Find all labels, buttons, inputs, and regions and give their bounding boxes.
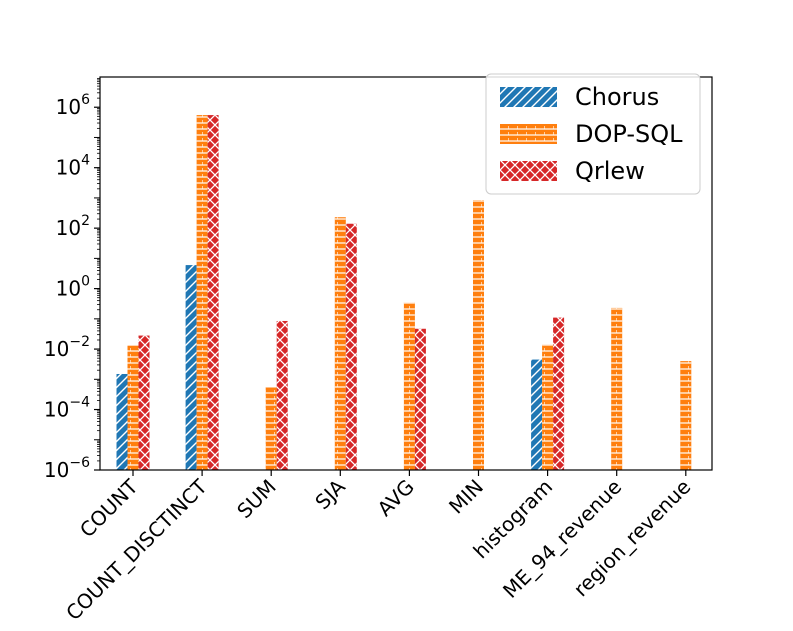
bar-dop-sql: [334, 217, 346, 470]
plot-area: [99, 76, 713, 471]
x-tick-label: region_revenue: [569, 475, 696, 602]
x-tick-label: SJA: [310, 474, 350, 514]
y-tick-label: 102: [56, 213, 90, 240]
bar-qrlew: [207, 115, 219, 470]
bar-dop-sql: [196, 115, 208, 470]
legend-item-chorus: Chorus: [500, 83, 659, 111]
bars: [116, 115, 692, 470]
legend-item-dop-sql: DOP-SQL: [500, 120, 683, 148]
y-axis: 10−6 10−4 10−2 100 102 104 106: [44, 77, 100, 482]
y-tick-label: 10−2: [44, 334, 90, 361]
legend-label: Chorus: [575, 83, 659, 111]
bar-dop-sql: [542, 344, 554, 470]
x-tick-label: COUNT: [75, 474, 143, 542]
bar-qrlew: [345, 223, 357, 470]
y-tick-label: 104: [56, 153, 90, 180]
y-tick-label: 106: [56, 92, 90, 119]
legend-item-qrlew: Qrlew: [500, 157, 645, 185]
x-tick-label: ME_94_revenue: [498, 475, 626, 603]
bar-dop-sql: [473, 200, 484, 470]
y-tick-label: 100: [56, 274, 90, 301]
x-tick-label: MIN: [444, 475, 488, 519]
legend-label: Qrlew: [575, 157, 645, 185]
y-tick-label: 10−6: [44, 455, 90, 482]
bar-qrlew: [276, 320, 288, 470]
bar-chorus: [531, 359, 543, 470]
y-tick-label: 10−4: [44, 395, 90, 422]
x-tick-label: SUM: [232, 475, 281, 524]
x-tick-label: AVG: [373, 475, 419, 521]
bar-dop-sql: [680, 361, 692, 470]
bar-qrlew: [414, 328, 426, 470]
axes-frame: [99, 76, 713, 471]
bar-qrlew: [553, 317, 565, 470]
bar-dop-sql: [403, 302, 415, 470]
bar-dop-sql: [127, 345, 139, 470]
bar-dop-sql: [611, 307, 623, 470]
bar-qrlew: [138, 335, 150, 470]
legend-label: DOP-SQL: [575, 120, 683, 148]
legend: Chorus DOP-SQL Qrlew: [485, 73, 701, 195]
bar-chorus: [116, 373, 128, 470]
bar-dop-sql: [265, 387, 277, 470]
bar-chorus: [185, 265, 197, 470]
